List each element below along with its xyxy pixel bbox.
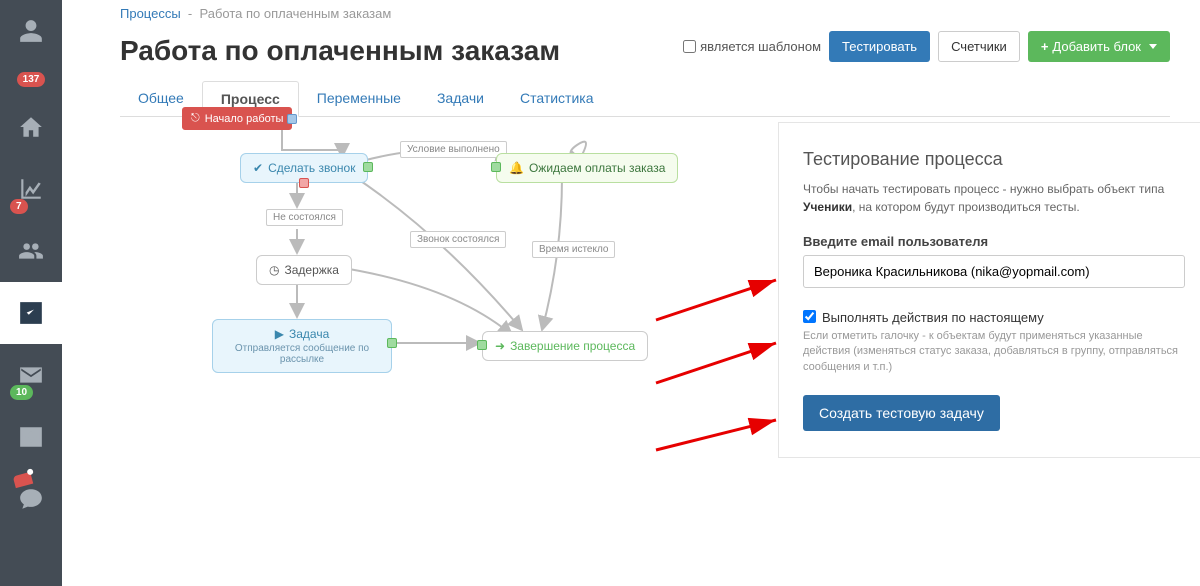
add-block-button[interactable]: + Добавить блок xyxy=(1028,31,1170,62)
safe-icon xyxy=(18,424,44,450)
logout-icon: ⎋ xyxy=(191,112,200,125)
annotation-arrow xyxy=(656,400,786,463)
mail-badge: 10 xyxy=(10,385,33,400)
user-icon xyxy=(18,18,44,44)
arrow-right-icon: ➜ xyxy=(495,339,505,353)
home-icon xyxy=(18,114,44,140)
main-content: Процессы - Работа по оплаченным заказам … xyxy=(62,0,1200,586)
check-icon: ✔ xyxy=(253,161,263,175)
page-title: Работа по оплаченным заказам xyxy=(120,35,560,67)
annotation-arrow xyxy=(656,333,786,396)
flow-label-call-done: Звонок состоялся xyxy=(410,231,506,248)
breadcrumb: Процессы - Работа по оплаченным заказам xyxy=(120,0,1200,21)
header-actions: является шаблоном Тестировать Счетчики +… xyxy=(683,31,1170,62)
chat-icon xyxy=(18,486,44,512)
play-icon: ▶ xyxy=(275,327,284,341)
email-label: Введите email пользователя xyxy=(803,234,1185,249)
create-test-task-button[interactable]: Создать тестовую задачу xyxy=(803,395,1000,431)
real-actions-hint: Если отметить галочку - к объектам будут… xyxy=(803,329,1185,375)
sidebar-item-profile[interactable] xyxy=(0,0,62,62)
bell-icon: 🔔 xyxy=(509,161,524,175)
real-actions-label: Выполнять действия по настоящему xyxy=(822,310,1044,325)
flow-node-task[interactable]: ▶ Задача Отправляется сообщение по рассы… xyxy=(212,319,392,373)
breadcrumb-root[interactable]: Процессы xyxy=(120,6,181,21)
flow-node-wait[interactable]: 🔔 Ожидаем оплаты заказа xyxy=(496,153,678,183)
flow-node-call[interactable]: ✔ Сделать звонок xyxy=(240,153,368,183)
users-icon xyxy=(18,238,44,264)
flow-label-condition: Условие выполнено xyxy=(400,141,507,158)
email-input[interactable] xyxy=(803,255,1185,288)
sidebar-item-home[interactable] xyxy=(0,96,62,158)
sidebar-item-processes[interactable] xyxy=(0,282,62,344)
template-checkbox-label[interactable]: является шаблоном xyxy=(683,39,821,54)
clock-icon: ◷ xyxy=(269,263,279,277)
notifications-badge: 137 xyxy=(17,72,46,87)
sidebar-item-safe[interactable] xyxy=(0,406,62,468)
panel-title: Тестирование процесса xyxy=(803,149,1185,170)
stats-badge: 7 xyxy=(10,199,28,214)
sidebar-item-chat[interactable] xyxy=(0,468,62,530)
sidebar-item-users[interactable] xyxy=(0,220,62,282)
chevron-down-icon xyxy=(1149,44,1157,49)
flow-node-finish[interactable]: ➜ Завершение процесса xyxy=(482,331,648,361)
flow-label-timeout: Время истекло xyxy=(532,241,615,258)
test-panel: Тестирование процесса Чтобы начать тести… xyxy=(778,122,1200,458)
test-button[interactable]: Тестировать xyxy=(829,31,930,62)
chart-icon xyxy=(18,176,44,202)
flow-label-fail: Не состоялся xyxy=(266,209,343,226)
annotation-arrow xyxy=(656,270,786,333)
sidebar-item-stats[interactable]: 7 xyxy=(0,158,62,220)
real-actions-checkbox[interactable] xyxy=(803,310,816,323)
sidebar-item-notifications[interactable]: 137 xyxy=(0,62,62,96)
breadcrumb-current: Работа по оплаченным заказам xyxy=(199,6,391,21)
counters-button[interactable]: Счетчики xyxy=(938,31,1020,62)
checkbox-icon xyxy=(18,300,44,326)
flow-node-delay[interactable]: ◷ Задержка xyxy=(256,255,352,285)
sidebar-item-mail[interactable]: 10 xyxy=(0,344,62,406)
template-checkbox[interactable] xyxy=(683,40,696,53)
flow-start[interactable]: ⎋ Начало работы xyxy=(182,107,292,130)
panel-intro: Чтобы начать тестировать процесс - нужно… xyxy=(803,180,1185,216)
sidebar: 137 7 10 xyxy=(0,0,62,586)
